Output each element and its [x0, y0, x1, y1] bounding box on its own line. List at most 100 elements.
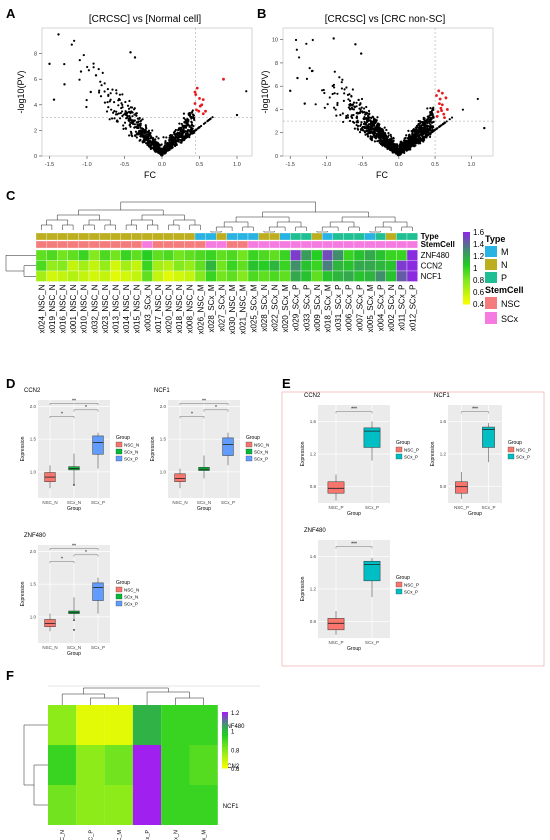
- heatmap-column-label: x001_NSC_N: [69, 284, 78, 333]
- volcano-b-ytick-label: 4: [275, 107, 278, 113]
- volcano-b-point: [412, 145, 416, 148]
- boxplot-e-znf480-ylabel: Expression: [300, 576, 306, 601]
- volcano-b-point: [415, 139, 419, 142]
- volcano-a-point: [141, 118, 144, 121]
- volcano-a-point: [126, 115, 129, 118]
- boxplot-d-ncf1-box: [222, 437, 234, 456]
- volcano-a-point: [128, 123, 132, 126]
- heatmap-f-colorscale-segment: [222, 747, 228, 749]
- boxplot-d-znf480-outlier: [73, 619, 75, 622]
- boxplot-e-znf480: 0.8 1.2 1.6 NSC_P SCx_P *** ZNF480 Group Express…: [300, 528, 419, 652]
- stemcell-annotation-cell: [226, 240, 238, 249]
- volcano-b-point: [419, 128, 422, 131]
- volcano-a-point: [103, 82, 106, 85]
- volcano-a-point: [182, 117, 186, 120]
- panel-e-border: [281, 391, 545, 667]
- volcano-a-point: [114, 113, 118, 116]
- heatmap-column-label: x013_NSC_N: [112, 284, 121, 333]
- volcano-a-point: [129, 51, 132, 54]
- heatmap-f-colorscale-segment: [222, 717, 228, 720]
- stemcell-annotation-cell: [343, 240, 355, 249]
- volcano-a-point: [85, 98, 88, 102]
- heatmap-cell: [406, 260, 418, 272]
- heatmap-f-cell: [161, 705, 190, 745]
- type-annotation-cell: [99, 232, 111, 241]
- volcano-a-point: [129, 125, 132, 128]
- volcano-plot-a: [CRCSC] vs [Normal cell] FC -log10(PV) -…: [16, 14, 253, 180]
- volcano-b-point: [375, 119, 378, 122]
- heatmap-f-colorscale-segment: [222, 737, 228, 740]
- boxplot-e-znf480-box: [327, 618, 345, 631]
- heatmap-column-label: x017_NSC_N: [154, 284, 163, 333]
- volcano-a-point: [169, 142, 172, 145]
- heatmap-cell: [300, 249, 312, 261]
- volcano-b-point: [408, 142, 411, 145]
- volcano-b-point: [328, 96, 331, 99]
- volcano-b-point: [431, 128, 434, 132]
- volcano-b-point: [419, 120, 422, 123]
- boxplot-d-znf480-ytick-label: 2.0: [30, 549, 37, 554]
- heatmap-cell: [375, 249, 386, 261]
- heatmap-column-label: x021_NSC_M: [239, 284, 248, 334]
- volcano-a-point: [136, 117, 139, 120]
- boxplot-d-znf480-legend-swatch: [115, 600, 123, 607]
- heatmap-f-cell: [104, 745, 133, 785]
- colorscale-segment: [463, 278, 470, 282]
- volcano-b-point: [421, 129, 424, 132]
- heatmap-cell: [364, 249, 376, 261]
- heatmap-cell: [406, 249, 418, 261]
- volcano-a-highlight-point: [193, 90, 197, 94]
- boxplot-d-znf480-ytick-label: 1.0: [30, 614, 37, 619]
- boxplot-e-ncf1-ylabel: Expression: [430, 441, 436, 466]
- heatmap-cell: [35, 260, 47, 272]
- heatmap-cell: [57, 270, 68, 282]
- boxplot-d-znf480-legend-label: SCx_P: [124, 602, 138, 607]
- volcano-b-point: [398, 148, 401, 152]
- boxplot-d-ccn2-ytick-label: 2.0: [30, 404, 37, 409]
- volcano-a-point: [150, 140, 153, 143]
- heatmap-cell: [322, 260, 333, 272]
- boxplot-e-znf480-xlabel: Group: [347, 646, 361, 652]
- volcano-b-highlight-point: [445, 108, 449, 111]
- volcano-b-point: [355, 105, 358, 108]
- boxplot-e-znf480-legend-swatch: [395, 588, 403, 595]
- volcano-a-xtick-label: 0.5: [196, 162, 204, 168]
- heatmap-cell: [258, 249, 270, 261]
- volcano-b-point: [351, 88, 354, 91]
- boxplot-e-ncf1-xtick-label: SCx_P: [481, 505, 495, 510]
- volcano-a-point: [118, 98, 121, 101]
- boxplot-e-ncf1-legend-title: Group: [508, 440, 522, 446]
- volcano-b-xtick-label: -1.5: [285, 162, 294, 168]
- boxplot-d-ccn2-box: [92, 435, 104, 455]
- volcano-b-point: [404, 145, 407, 148]
- volcano-a-xtick-label: -0.5: [120, 162, 129, 168]
- volcano-b-point: [476, 97, 479, 101]
- stemcell-annotation-cell: [163, 240, 174, 249]
- volcano-b-point: [412, 130, 416, 133]
- volcano-b-xtick-label: 0.0: [395, 162, 403, 168]
- heatmap-f-colorscale-segment: [222, 761, 228, 763]
- volcano-a-point: [142, 138, 145, 141]
- volcano-a-point: [144, 124, 147, 127]
- volcano-b-point: [323, 106, 326, 109]
- boxplot-d-znf480-xlabel: Group: [67, 651, 81, 657]
- heatmap-cell: [290, 249, 302, 261]
- volcano-b-point: [365, 121, 369, 124]
- volcano-a-point: [157, 145, 160, 148]
- volcano-b-point: [367, 109, 371, 113]
- heatmap-f-cell: [189, 705, 218, 745]
- volcano-b-point: [347, 98, 350, 101]
- volcano-b-point: [305, 77, 309, 80]
- volcano-b-point: [338, 76, 341, 79]
- heatmap-f-cell: [76, 745, 105, 785]
- volcano-b-point: [341, 78, 344, 81]
- type-annotation-cell: [205, 232, 217, 241]
- volcano-b-ytick-label: 6: [275, 84, 278, 90]
- volcano-b-point: [421, 131, 424, 134]
- volcano-a-point: [79, 70, 83, 73]
- volcano-a-point: [149, 146, 152, 149]
- type-annotation-cell: [311, 232, 323, 241]
- volcano-a-point: [151, 129, 154, 132]
- heatmap-cell: [385, 270, 397, 282]
- colorscale-tick-label: 1.4: [473, 240, 485, 249]
